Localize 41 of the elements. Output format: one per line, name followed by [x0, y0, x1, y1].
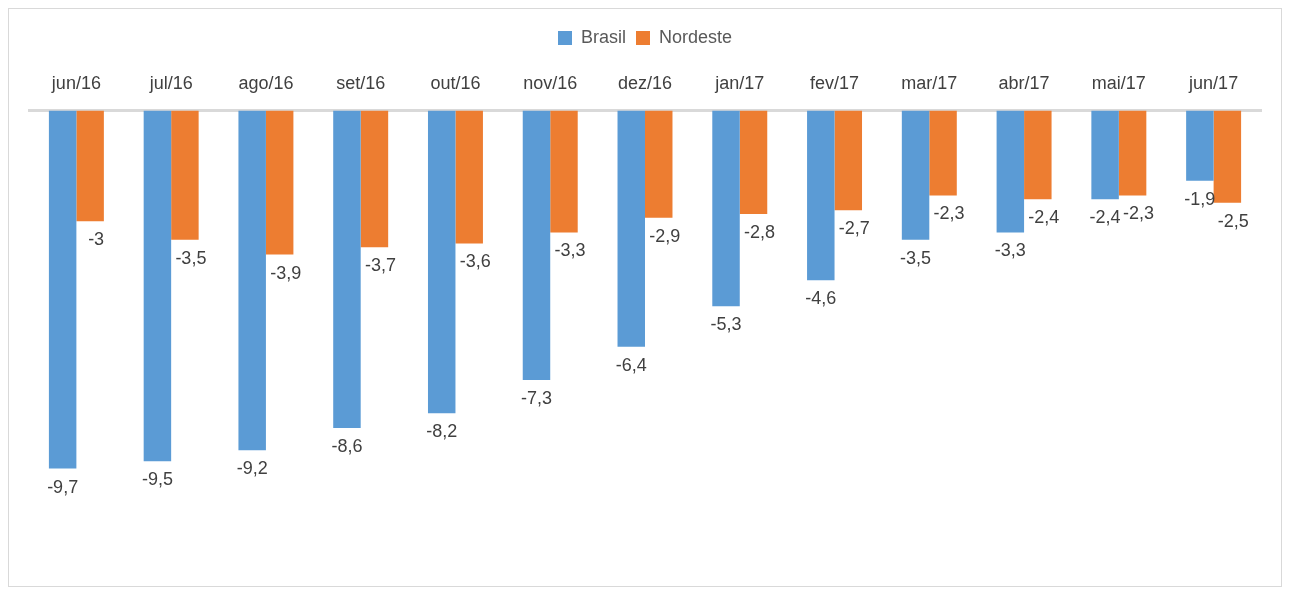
data-label: -6,4 — [615, 354, 647, 375]
data-label: -2,5 — [1217, 210, 1249, 231]
data-label: -3,7 — [364, 255, 396, 276]
data-label: -3,3 — [554, 240, 586, 261]
data-label: -7,3 — [520, 387, 552, 408]
x-tick-label: jun/16 — [50, 72, 101, 93]
data-label: -3,5 — [175, 247, 207, 268]
x-tick-label: abr/17 — [998, 72, 1050, 93]
data-label: -3,6 — [459, 251, 491, 272]
data-label: -8,6 — [331, 435, 363, 456]
data-label: -2,7 — [838, 218, 870, 239]
data-label: -2,4 — [1028, 207, 1060, 228]
data-label: -2,8 — [744, 221, 776, 242]
x-tick-label: dez/16 — [617, 72, 673, 93]
data-label: -9,7 — [47, 476, 79, 497]
legend-label: Brasil — [580, 26, 626, 47]
data-label: -2,3 — [1123, 203, 1155, 224]
data-label: -3,3 — [994, 240, 1026, 261]
data-label: -3,5 — [900, 247, 932, 268]
data-label: -5,3 — [710, 314, 742, 335]
x-tick-label: set/16 — [336, 72, 386, 93]
data-label: -9,5 — [141, 469, 173, 490]
x-tick-label: jun/17 — [1188, 72, 1239, 93]
x-tick-label: jan/17 — [714, 72, 765, 93]
data-label: -8,2 — [426, 421, 458, 442]
x-tick-label: mai/17 — [1091, 72, 1146, 93]
data-label: -4,6 — [805, 288, 837, 309]
x-tick-label: nov/16 — [523, 72, 578, 93]
data-label: -1,9 — [1184, 188, 1216, 209]
legend-label: Nordeste — [658, 26, 733, 47]
data-label: -3,9 — [270, 262, 302, 283]
x-tick-label: mar/17 — [901, 72, 958, 93]
data-label: -2,9 — [649, 225, 681, 246]
data-label: -2,4 — [1089, 207, 1121, 228]
x-tick-label: out/16 — [430, 72, 481, 93]
x-tick-label: ago/16 — [238, 72, 294, 93]
data-label: -9,2 — [236, 458, 268, 479]
x-tick-label: jul/16 — [148, 72, 193, 93]
data-label: -3 — [88, 229, 105, 250]
x-tick-label: fev/17 — [810, 72, 860, 93]
data-label: -2,3 — [933, 203, 965, 224]
